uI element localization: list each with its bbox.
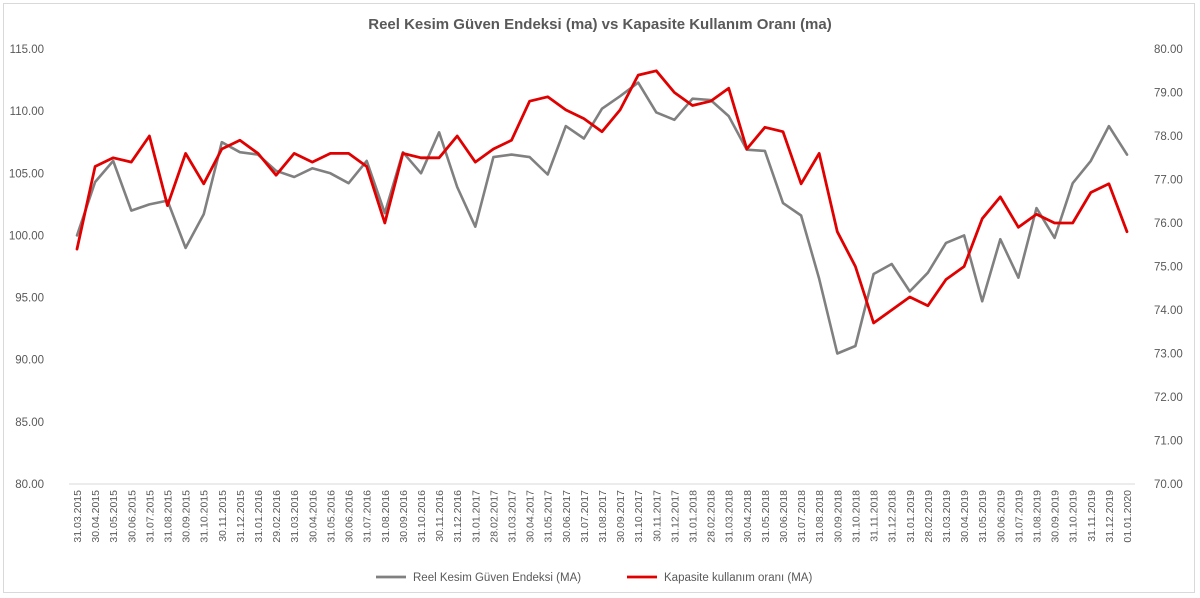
- x-tick-label: 31.12.2015: [235, 490, 247, 543]
- right-y-tick-label: 80.00: [1154, 44, 1183, 56]
- left-y-tick-label: 115.00: [10, 44, 44, 56]
- legend-label: Reel Kesim Güven Endeksi (MA): [413, 572, 581, 584]
- x-tick-label: 31.08.2016: [380, 490, 392, 543]
- x-tick-label: 31.03.2018: [724, 490, 736, 543]
- x-tick-label: 31.01.2018: [688, 490, 700, 543]
- x-tick-label: 30.06.2019: [995, 490, 1007, 543]
- right-y-tick-label: 72.00: [1154, 392, 1183, 404]
- x-tick-label: 30.11.2015: [217, 490, 229, 542]
- x-tick-label: 01.01.2020: [1122, 490, 1134, 543]
- left-y-tick-label: 85.00: [15, 417, 44, 429]
- x-tick-label: 31.10.2017: [633, 490, 645, 543]
- x-tick-label: 31.08.2019: [1031, 490, 1043, 543]
- left-y-axis: 80.00 85.00 90.00 95.00 100.00 105.00 110.00 11…: [9, 44, 44, 491]
- x-tick-label: 30.04.2015: [90, 490, 102, 543]
- left-y-tick-label: 90.00: [15, 355, 44, 367]
- x-tick-label: 31.05.2015: [108, 490, 120, 543]
- right-y-tick-label: 70.00: [1154, 479, 1183, 491]
- x-tick-label: 30.06.2018: [778, 490, 790, 543]
- x-tick-label: 30.11.2017: [651, 490, 663, 542]
- x-tick-label: 31.01.2016: [253, 490, 265, 543]
- x-tick-label: 31.07.2019: [1013, 490, 1025, 543]
- x-tick-label: 30.06.2015: [126, 490, 138, 543]
- x-tick-label: 31.10.2018: [850, 490, 862, 543]
- x-tick-label: 31.10.2015: [199, 490, 211, 543]
- x-tick-label: 31.01.2017: [470, 490, 482, 543]
- x-tick-label: 31.03.2017: [506, 490, 518, 543]
- x-tick-label: 31.08.2015: [163, 490, 175, 543]
- x-tick-label: 31.08.2018: [814, 490, 826, 543]
- x-tick-label: 28.02.2017: [488, 490, 500, 543]
- x-tick-label: 31.12.2019: [1104, 490, 1116, 543]
- series-line-kapasite: [75, 69, 1129, 325]
- x-tick-label: 30.06.2016: [344, 490, 356, 543]
- x-axis: 31.03.2015 30.04.2015 31.05.2015 30.06.2015…: [69, 483, 1135, 543]
- right-y-tick-label: 71.00: [1154, 436, 1183, 448]
- x-tick-label: 30.09.2015: [181, 490, 193, 543]
- x-tick-label: 31.07.2016: [362, 490, 374, 543]
- x-tick-label: 30.09.2017: [615, 490, 627, 543]
- x-tick-label: 29.02.2016: [271, 490, 283, 543]
- x-tick-label: 31.03.2016: [289, 490, 301, 543]
- left-y-tick-label: 95.00: [15, 293, 44, 305]
- left-y-tick-label: 110.00: [10, 106, 44, 118]
- right-y-tick-label: 78.00: [1154, 131, 1183, 143]
- right-y-tick-label: 74.00: [1154, 305, 1183, 317]
- x-tick-label: 31.05.2017: [543, 490, 555, 543]
- x-tick-label: 30.04.2019: [959, 490, 971, 543]
- x-tick-label: 30.06.2017: [561, 490, 573, 543]
- legend: Reel Kesim Güven Endeksi (MA) Kapasite ku…: [376, 572, 812, 584]
- x-tick-label: 30.04.2018: [742, 490, 754, 543]
- left-y-tick-label: 80.00: [15, 479, 44, 491]
- x-tick-label: 31.11.2018: [869, 490, 881, 542]
- right-y-tick-label: 73.00: [1154, 349, 1183, 361]
- x-tick-label: 30.04.2016: [307, 490, 319, 543]
- x-tick-label: 30.09.2019: [1050, 490, 1062, 543]
- x-tick-label: 31.07.2015: [144, 490, 156, 543]
- chart-title: Reel Kesim Güven Endeksi (ma) vs Kapasit…: [368, 16, 832, 33]
- series-line-reel-kesim: [75, 81, 1129, 355]
- x-tick-label: 31.11.2019: [1086, 490, 1098, 542]
- x-tick-label: 31.03.2015: [72, 490, 84, 543]
- x-tick-label: 31.12.2016: [452, 490, 464, 543]
- x-tick-label: 31.01.2019: [905, 490, 917, 543]
- x-tick-label: 30.09.2018: [832, 490, 844, 543]
- x-tick-label: 31.05.2018: [760, 490, 772, 543]
- right-y-tick-label: 77.00: [1154, 175, 1183, 187]
- x-tick-label: 31.03.2019: [941, 490, 953, 543]
- x-tick-label: 30.09.2016: [398, 490, 410, 543]
- x-tick-label: 31.10.2016: [416, 490, 428, 543]
- x-tick-label: 31.07.2017: [579, 490, 591, 543]
- right-y-tick-label: 76.00: [1154, 218, 1183, 230]
- x-tick-label: 31.12.2017: [669, 490, 681, 543]
- left-y-tick-label: 100.00: [9, 230, 44, 242]
- series-layer: [75, 69, 1129, 355]
- x-tick-label: 31.07.2018: [796, 490, 808, 543]
- x-tick-label: 31.05.2016: [325, 490, 337, 543]
- right-y-axis: 70.00 71.00 72.00 73.00 74.00 75.00 76.00 77.00…: [1154, 44, 1183, 491]
- x-tick-label: 31.08.2017: [597, 490, 609, 543]
- right-y-tick-label: 79.00: [1154, 88, 1183, 100]
- left-y-tick-label: 105.00: [9, 168, 44, 180]
- x-tick-label: 28.02.2019: [923, 490, 935, 543]
- x-tick-label: 31.12.2018: [887, 490, 899, 543]
- right-y-tick-label: 75.00: [1154, 262, 1183, 274]
- x-tick-label: 28.02.2018: [706, 490, 718, 543]
- x-tick-label: 31.05.2019: [977, 490, 989, 543]
- x-tick-label: 30.04.2017: [525, 490, 537, 543]
- x-tick-label: 31.10.2019: [1068, 490, 1080, 543]
- line-chart: 80.00 85.00 90.00 95.00 100.00 105.00 110.00 11…: [9, 44, 1183, 584]
- legend-label: Kapasite kullanım oranı (MA): [664, 572, 812, 584]
- chart-frame: Reel Kesim Güven Endeksi (ma) vs Kapasit…: [3, 3, 1195, 593]
- x-tick-label: 30.11.2016: [434, 490, 446, 542]
